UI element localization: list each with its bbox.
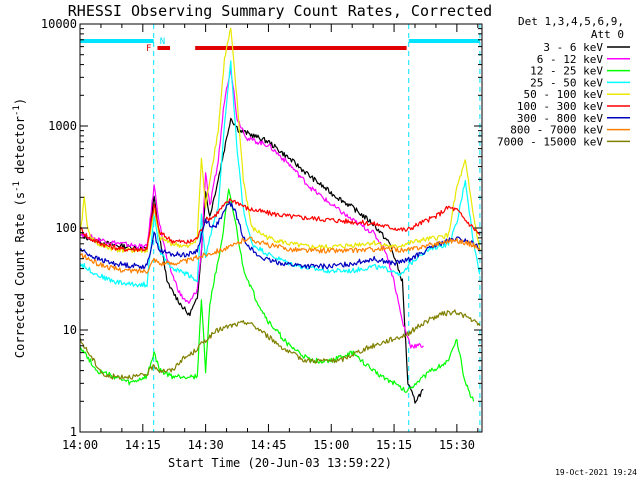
legend-label: 7000 - 15000 keV — [497, 135, 603, 148]
y-axis: 1 10 100 1000 10000 — [41, 17, 482, 439]
x-tick-label: 15:15 — [376, 438, 412, 452]
y-tick-label: 1000 — [48, 119, 77, 133]
y-tick-label: 1 — [70, 425, 77, 439]
y-axis-label: Corrected Count Rate (s-1 detector-1) — [12, 98, 27, 358]
flare-flag-label: F — [146, 44, 151, 54]
plot-frame — [79, 23, 483, 433]
x-tick-label: 14:00 — [62, 438, 98, 452]
chart-title: RHESSI Observing Summary Count Rates, Co… — [68, 2, 492, 20]
y-tick-label: 10000 — [41, 17, 77, 31]
series-line — [80, 60, 481, 288]
x-axis-label: Start Time (20-Jun-03 13:59:22) — [168, 456, 392, 470]
x-tick-label: 15:30 — [439, 438, 475, 452]
legend-label: 6 - 12 keV — [537, 53, 604, 66]
legend-label: 100 - 300 keV — [517, 100, 603, 113]
y-label-text: Corrected Count Rate (s — [13, 192, 27, 358]
x-axis: 14:00 14:15 14:30 14:45 15:00 15:15 15:30 — [62, 24, 479, 452]
legend-label: 3 - 6 keV — [543, 41, 603, 54]
legend-label: 12 - 25 keV — [530, 65, 603, 78]
series-line — [80, 67, 424, 349]
y-tick-label: 10 — [63, 323, 77, 337]
series-line — [80, 236, 481, 274]
observing-flags: NF — [80, 24, 481, 432]
series-line — [80, 27, 481, 254]
series-line — [80, 198, 481, 253]
x-tick-label: 14:30 — [188, 438, 224, 452]
x-tick-label: 14:15 — [125, 438, 161, 452]
series-lines — [80, 27, 481, 404]
legend-label: 800 - 7000 keV — [510, 124, 603, 137]
series-line — [80, 188, 475, 402]
night-flag-label: N — [160, 37, 165, 47]
y-tick-label: 100 — [55, 221, 77, 235]
legend-header: Att 0 — [591, 28, 624, 41]
x-tick-label: 14:45 — [250, 438, 286, 452]
y-label-exponent: -1 — [12, 181, 22, 192]
y-label-text: detector — [13, 116, 27, 181]
legend-header: Det 1,3,4,5,6,9, — [518, 15, 624, 28]
series-line — [80, 201, 480, 270]
y-label-text: ) — [13, 98, 27, 105]
legend-label: 25 - 50 keV — [530, 76, 603, 89]
y-label-exponent: -1 — [12, 105, 22, 116]
legend-label: 50 - 100 keV — [524, 88, 604, 101]
x-tick-label: 15:00 — [313, 438, 349, 452]
timestamp: 19-Oct-2021 19:24 — [555, 468, 637, 477]
series-line — [80, 309, 481, 380]
legend-label: 300 - 800 keV — [517, 112, 603, 125]
